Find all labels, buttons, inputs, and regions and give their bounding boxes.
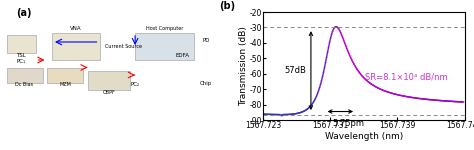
Text: 5.75pm: 5.75pm [333, 119, 365, 128]
Text: MZM: MZM [59, 81, 71, 87]
Text: (b): (b) [219, 1, 235, 11]
Text: (a): (a) [17, 8, 32, 18]
Text: SR=8.1×10⁴ dB/nm: SR=8.1×10⁴ dB/nm [365, 72, 448, 81]
Text: Dc Bias: Dc Bias [15, 81, 33, 87]
Text: PD: PD [202, 38, 210, 43]
FancyBboxPatch shape [7, 68, 43, 82]
Text: 57dB: 57dB [285, 66, 307, 75]
FancyBboxPatch shape [135, 33, 194, 60]
FancyBboxPatch shape [7, 34, 36, 52]
Text: Current Source: Current Source [105, 44, 142, 49]
Text: PC₁: PC₁ [17, 59, 26, 64]
Text: TSL: TSL [17, 53, 26, 58]
Text: VNA: VNA [70, 26, 82, 31]
Text: PC₂: PC₂ [130, 81, 140, 87]
FancyBboxPatch shape [47, 68, 83, 82]
Text: EDFA: EDFA [175, 53, 190, 58]
Y-axis label: Transmission (dB): Transmission (dB) [239, 26, 248, 106]
X-axis label: Wavelength (nm): Wavelength (nm) [325, 132, 403, 141]
FancyBboxPatch shape [88, 70, 130, 90]
Text: Host Computer: Host Computer [146, 26, 183, 31]
Text: OBPF: OBPF [103, 90, 115, 96]
Text: Chip: Chip [200, 81, 212, 87]
FancyBboxPatch shape [52, 33, 100, 60]
